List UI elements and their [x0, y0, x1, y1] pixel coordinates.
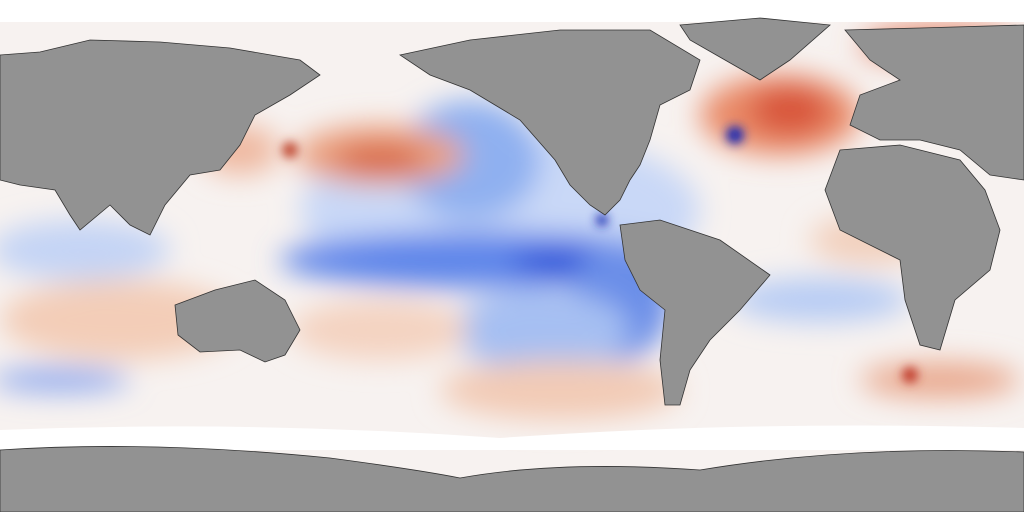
sea-ice [0, 0, 1024, 450]
anomaly-spots [282, 126, 918, 383]
land [0, 17, 1024, 512]
